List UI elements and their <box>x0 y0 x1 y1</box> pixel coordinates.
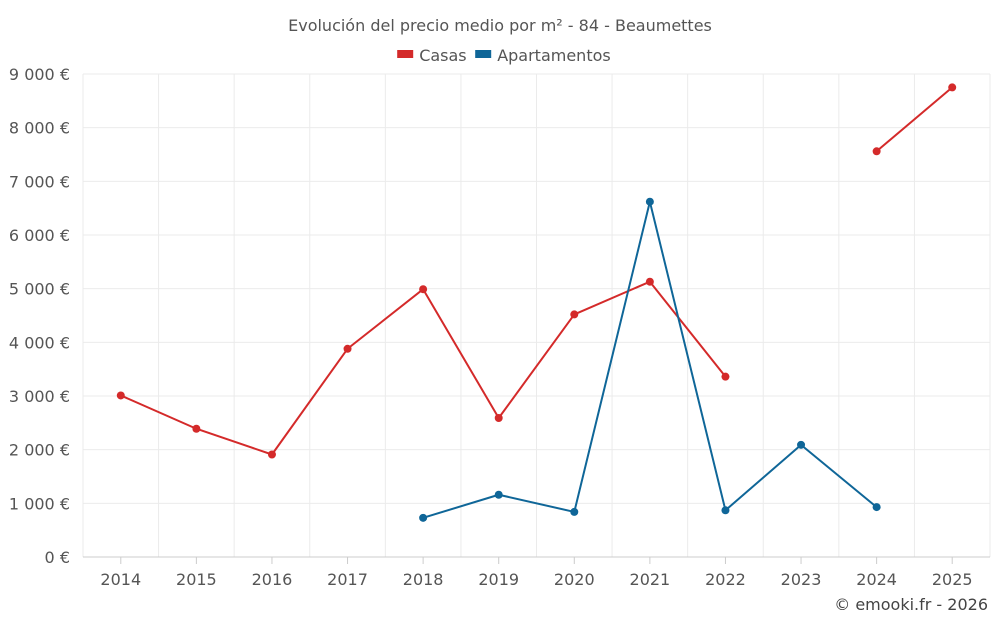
data-point[interactable] <box>948 83 957 92</box>
y-tick-label: 2 000 € <box>9 441 70 460</box>
data-point[interactable] <box>872 147 881 156</box>
data-point[interactable] <box>645 277 654 286</box>
x-tick-label: 2024 <box>856 570 897 589</box>
series-apartamentos <box>419 197 881 522</box>
data-point[interactable] <box>494 414 503 423</box>
legend-label: Apartamentos <box>497 46 611 65</box>
data-point[interactable] <box>570 310 579 319</box>
x-tick-label: 2020 <box>554 570 595 589</box>
y-tick-label: 0 € <box>45 548 70 567</box>
y-tick-label: 9 000 € <box>9 65 70 84</box>
data-point[interactable] <box>570 507 579 516</box>
legend-item-casas[interactable]: Casas <box>397 46 467 65</box>
x-tick-label: 2017 <box>327 570 368 589</box>
y-tick-label: 6 000 € <box>9 226 70 245</box>
data-point[interactable] <box>797 440 806 449</box>
legend-item-apartamentos[interactable]: Apartamentos <box>475 46 611 65</box>
y-tick-label: 1 000 € <box>9 494 70 513</box>
x-tick-label: 2021 <box>630 570 671 589</box>
legend: Casas Apartamentos <box>397 46 611 65</box>
series-line <box>120 280 727 456</box>
data-point[interactable] <box>267 450 276 459</box>
series-line <box>422 200 878 519</box>
legend-swatch <box>475 50 492 58</box>
credit-text: © emooki.fr - 2026 <box>834 595 988 614</box>
x-axis: 2014 2015 2016 2017 2018 2019 2020 2021 2022 2023… <box>83 556 990 589</box>
grid-lines <box>82 73 991 557</box>
x-tick-label: 2018 <box>403 570 444 589</box>
data-point[interactable] <box>872 503 881 512</box>
series-group <box>116 83 957 522</box>
legend-swatch <box>397 50 414 58</box>
data-point[interactable] <box>419 513 428 522</box>
data-point[interactable] <box>343 344 352 353</box>
data-point[interactable] <box>192 424 201 433</box>
x-tick-label: 2015 <box>176 570 217 589</box>
y-tick-label: 3 000 € <box>9 387 70 406</box>
x-tick-label: 2022 <box>705 570 746 589</box>
data-point[interactable] <box>721 506 730 515</box>
x-tick-label: 2025 <box>932 570 973 589</box>
series-line <box>875 86 953 153</box>
y-axis: 0 € 1 000 € 2 000 € 3 000 € 4 000 € 5 000 € 6 … <box>9 65 70 567</box>
y-tick-label: 4 000 € <box>9 333 70 352</box>
y-tick-label: 8 000 € <box>9 119 70 138</box>
x-tick-label: 2014 <box>100 570 141 589</box>
data-point[interactable] <box>645 197 654 206</box>
x-tick-label: 2023 <box>781 570 822 589</box>
x-tick-label: 2019 <box>478 570 519 589</box>
y-tick-label: 7 000 € <box>9 172 70 191</box>
data-point[interactable] <box>116 391 125 400</box>
data-point[interactable] <box>494 490 503 499</box>
data-point[interactable] <box>721 372 730 381</box>
data-point[interactable] <box>419 285 428 294</box>
series-casas <box>116 83 957 459</box>
legend-label: Casas <box>419 46 466 65</box>
chart-title: Evolución del precio medio por m² - 84 -… <box>288 16 712 35</box>
y-tick-label: 5 000 € <box>9 280 70 299</box>
x-tick-label: 2016 <box>252 570 293 589</box>
